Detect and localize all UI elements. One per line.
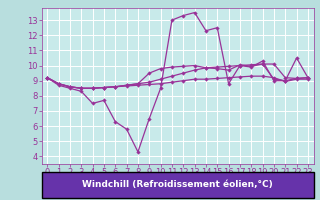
Text: Windchill (Refroidissement éolien,°C): Windchill (Refroidissement éolien,°C) (82, 180, 273, 190)
